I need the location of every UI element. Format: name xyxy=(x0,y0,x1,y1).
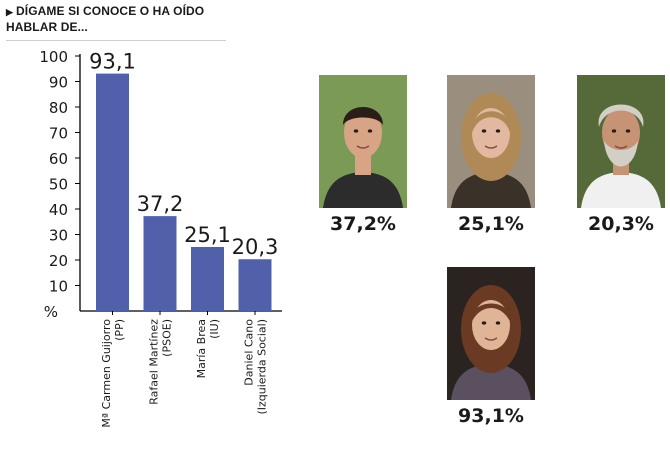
portrait-mouth xyxy=(484,145,498,149)
pct-label-carmen-guijorro: 93,1% xyxy=(458,405,524,427)
portrait-eye xyxy=(611,129,617,133)
portrait-graphic xyxy=(319,75,407,208)
category-label-line: Daniel Cano xyxy=(243,319,256,386)
portrait-fringe xyxy=(471,111,511,133)
y-tick-label: 30 xyxy=(49,227,68,245)
y-tick-label: 100 xyxy=(39,48,68,66)
data-label: 93,1 xyxy=(89,50,136,74)
category-label: Daniel Cano (Izquierda Social) xyxy=(243,319,269,415)
y-tick-label: 70 xyxy=(49,125,68,143)
y-tick-label: 90 xyxy=(49,74,68,92)
bar xyxy=(143,216,177,311)
category-label: Mª Carmen Guijorro (PP) xyxy=(100,319,126,428)
bar-chart: 10 20 30 40 50 60 70 80 90 100% 93,1 Mª Carmen Guij… xyxy=(39,48,282,428)
bar xyxy=(238,259,272,311)
y-tick-label: 80 xyxy=(49,99,68,117)
portrait-shoulders xyxy=(581,172,661,208)
category-label-line: (IU) xyxy=(208,319,221,339)
portrait-face xyxy=(602,108,640,158)
portrait-eye xyxy=(481,129,487,133)
bar xyxy=(96,73,129,311)
category-label: Rafael Martínez (PSOE) xyxy=(148,319,174,405)
chart-title: ▶ DÍGAME SI CONOCE O HA OÍDO HABLAR DE... xyxy=(6,4,246,35)
pct-label-maria-brea: 25,1% xyxy=(458,213,524,235)
portrait-hair xyxy=(343,107,383,125)
category-label-line: María Brea xyxy=(195,319,208,378)
photo-maria-brea xyxy=(447,75,535,208)
y-tick-label: 50 xyxy=(49,176,68,194)
portrait-eye xyxy=(625,129,631,133)
category-label-line: (PP) xyxy=(113,319,126,341)
portrait-neck xyxy=(355,155,371,175)
portrait-graphic xyxy=(447,267,535,400)
portrait-face xyxy=(344,108,382,158)
data-label: 20,3 xyxy=(232,235,279,259)
portrait-mouth xyxy=(356,145,370,149)
category-label-line: Mª Carmen Guijorro xyxy=(100,319,113,428)
portrait-hair xyxy=(598,104,644,127)
data-label: 37,2 xyxy=(137,192,184,216)
portrait-graphic xyxy=(577,75,665,208)
portrait-mouth xyxy=(614,145,628,149)
portrait-shoulders xyxy=(323,172,403,208)
portrait-face xyxy=(472,108,510,158)
photo-rafael-martinez xyxy=(319,75,407,208)
photo-daniel-cano xyxy=(577,75,665,208)
y-unit-label: % xyxy=(44,303,58,321)
title-line-1: ▶ DÍGAME SI CONOCE O HA OÍDO xyxy=(6,4,246,20)
portrait-eye xyxy=(481,321,487,325)
portrait-graphic xyxy=(447,75,535,208)
category-label-line: (PSOE) xyxy=(161,319,174,357)
y-tick-label: 40 xyxy=(49,201,68,219)
chart-header: ▶ DÍGAME SI CONOCE O HA OÍDO HABLAR DE... xyxy=(6,4,246,41)
category-label-line: (Izquierda Social) xyxy=(256,319,269,415)
category-label-line: Rafael Martínez xyxy=(148,319,161,405)
title-line-1-text: DÍGAME SI CONOCE O HA OÍDO xyxy=(16,4,205,18)
portrait-eye xyxy=(353,129,359,133)
pct-label-rafael-martinez: 37,2% xyxy=(330,213,396,235)
y-tick-label: 10 xyxy=(49,278,68,296)
y-tick-label: 60 xyxy=(49,150,68,168)
triangle-bullet-icon: ▶ xyxy=(6,7,14,17)
portrait-face xyxy=(472,300,510,350)
portrait-shoulders xyxy=(451,172,531,208)
category-label: María Brea (IU) xyxy=(195,319,221,378)
pct-label-daniel-cano: 20,3% xyxy=(588,213,654,235)
portrait-mouth xyxy=(484,337,498,341)
title-line-2: HABLAR DE... xyxy=(6,20,88,34)
y-tick-label: 20 xyxy=(49,252,68,270)
portrait-eye xyxy=(495,321,501,325)
photo-carmen-guijorro xyxy=(447,267,535,400)
portrait-eye xyxy=(367,129,373,133)
portrait-eye xyxy=(495,129,501,133)
bar xyxy=(191,246,224,311)
data-label: 25,1 xyxy=(184,223,231,247)
portrait-beard xyxy=(604,141,638,167)
portrait-shoulders xyxy=(451,364,531,400)
portrait-fringe xyxy=(468,303,514,329)
title-divider xyxy=(6,40,226,41)
